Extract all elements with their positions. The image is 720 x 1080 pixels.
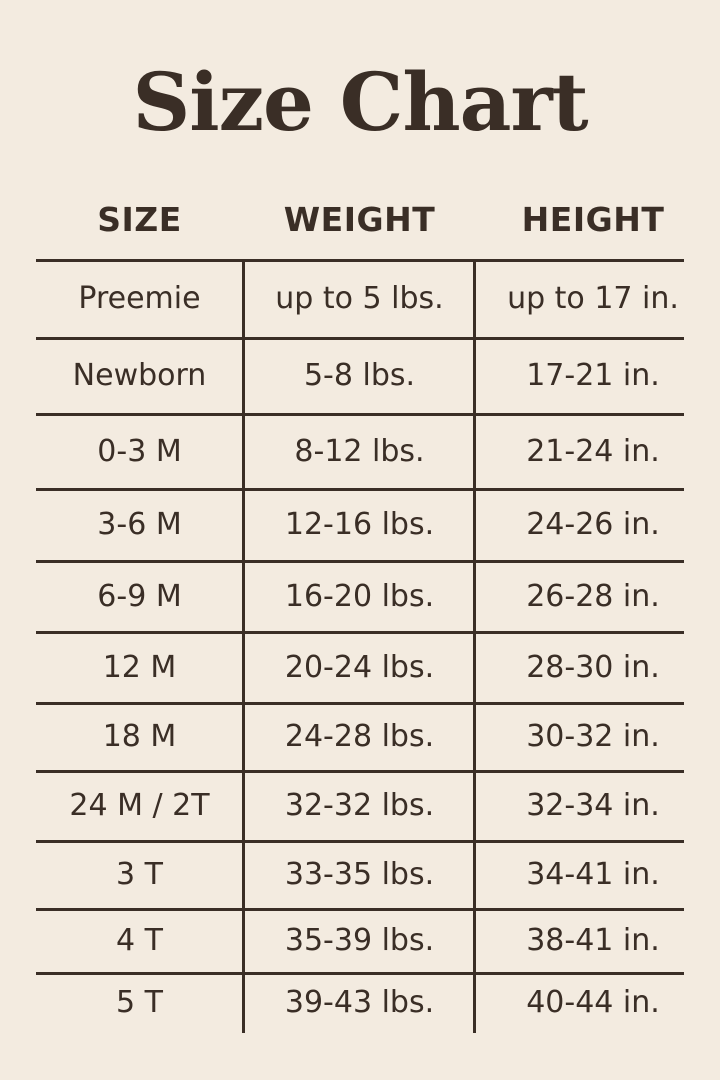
height-cell: 26-28 in. [526, 579, 660, 614]
height-cell: 34-41 in. [526, 857, 660, 892]
weight-cell: 24-28 lbs. [284, 719, 435, 754]
header-height: HEIGHT [521, 200, 665, 239]
header-weight: WEIGHT [283, 200, 436, 239]
row-divider [36, 702, 684, 705]
size-cell: Newborn [72, 358, 207, 393]
size-cell: 3-6 M [97, 507, 182, 542]
size-cell: 3 T [116, 857, 163, 892]
weight-cell: up to 5 lbs. [275, 281, 444, 316]
weight-cell: 39-43 lbs. [284, 985, 435, 1020]
row-divider [36, 259, 684, 262]
weight-cell: 35-39 lbs. [284, 923, 435, 958]
size-cell: 12 M [102, 650, 177, 685]
row-divider [36, 972, 684, 975]
size-cell: 18 M [102, 719, 177, 754]
height-cell: 30-32 in. [526, 719, 660, 754]
row-divider [36, 560, 684, 563]
row-divider [36, 908, 684, 911]
row-divider [36, 413, 684, 416]
row-divider [36, 770, 684, 773]
weight-cell: 33-35 lbs. [284, 857, 435, 892]
weight-cell: 8-12 lbs. [294, 434, 425, 469]
row-divider [36, 488, 684, 491]
height-cell: 38-41 in. [526, 923, 660, 958]
size-cell: 24 M / 2T [69, 788, 210, 823]
column-divider [242, 260, 245, 1033]
height-cell: 21-24 in. [526, 434, 660, 469]
header-size: SIZE [97, 200, 182, 239]
height-cell: 17-21 in. [526, 358, 660, 393]
size-cell: 5 T [116, 985, 163, 1020]
height-cell: 24-26 in. [526, 507, 660, 542]
row-divider [36, 631, 684, 634]
size-cell: 6-9 M [97, 579, 182, 614]
height-cell: 40-44 in. [526, 985, 660, 1020]
size-cell: 0-3 M [97, 434, 182, 469]
row-divider [36, 337, 684, 340]
weight-cell: 12-16 lbs. [284, 507, 435, 542]
weight-cell: 32-32 lbs. [284, 788, 435, 823]
height-cell: up to 17 in. [507, 281, 679, 316]
height-cell: 28-30 in. [526, 650, 660, 685]
weight-cell: 16-20 lbs. [284, 579, 435, 614]
size-cell: Preemie [78, 281, 201, 316]
row-divider [36, 840, 684, 843]
size-cell: 4 T [116, 923, 163, 958]
height-cell: 32-34 in. [526, 788, 660, 823]
column-divider [473, 260, 476, 1033]
page-title: Size Chart [132, 55, 588, 149]
weight-cell: 20-24 lbs. [284, 650, 435, 685]
weight-cell: 5-8 lbs. [303, 358, 416, 393]
